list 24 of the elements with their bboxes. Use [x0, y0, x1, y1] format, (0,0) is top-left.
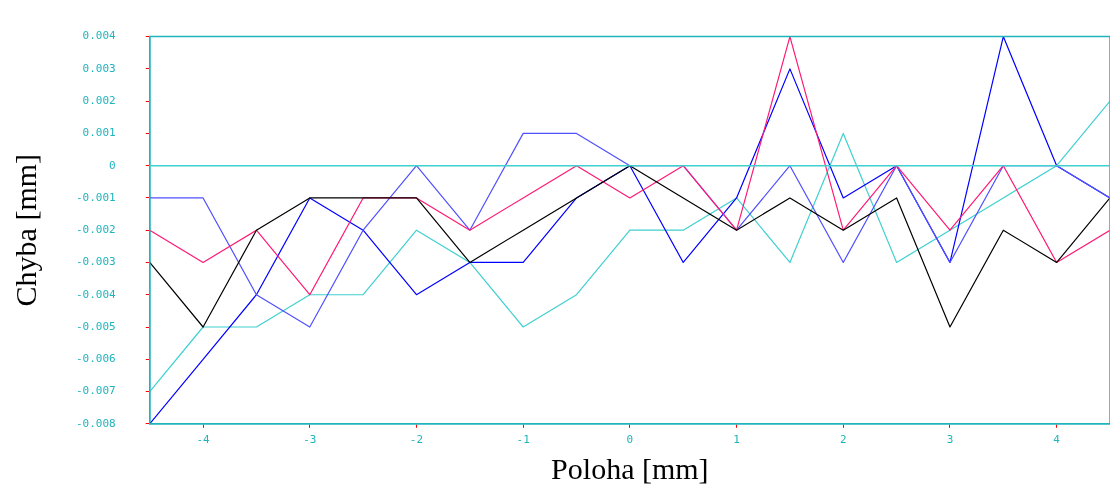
x-tick-label: -4 — [196, 433, 211, 447]
x-axis-title: Poloha [mm] — [551, 451, 709, 485]
y-tick-label: -0.006 — [75, 352, 116, 366]
y-tick-label: 0.002 — [82, 93, 116, 107]
y-tick-label: -0.002 — [75, 223, 116, 237]
y-tick-label: 0.003 — [82, 61, 116, 75]
y-tick-label: -0.004 — [75, 287, 117, 301]
y-tick-label: 0.001 — [82, 126, 116, 140]
x-tick-label: -3 — [303, 433, 317, 447]
y-tick-label: -0.001 — [75, 190, 116, 204]
y-tick-label: 0 — [109, 158, 116, 172]
x-tick-label: -1 — [516, 433, 530, 447]
y-tick-label: -0.003 — [75, 255, 116, 269]
y-axis-title: Chyba [mm] — [8, 153, 42, 307]
y-tick-label: -0.007 — [75, 384, 116, 398]
x-tick-label: 1 — [733, 433, 740, 447]
y-tick-label: -0.008 — [75, 416, 116, 430]
y-tick-label: 0.004 — [82, 29, 117, 43]
y-tick-label: -0.005 — [75, 319, 116, 333]
x-tick-label: 0 — [626, 433, 634, 447]
x-tick-label: -2 — [409, 433, 424, 447]
x-tick-label: 3 — [946, 433, 954, 447]
x-tick-label: 2 — [839, 433, 847, 447]
x-tick-label: 4 — [1053, 433, 1061, 447]
